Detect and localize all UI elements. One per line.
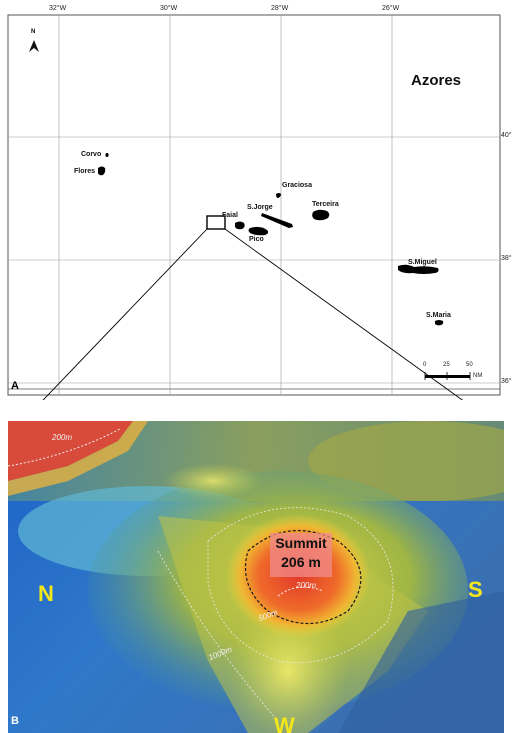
summit-label: Summit <box>275 535 327 551</box>
label-smiguel: S.Miguel <box>408 259 437 266</box>
island-sjorge-shape <box>261 213 293 228</box>
scale-tick-25: 25 <box>443 362 450 368</box>
lon-tick-30w: 30°W <box>160 5 178 12</box>
island-smiguel-shape <box>398 264 439 274</box>
island-flores-shape <box>98 166 106 176</box>
lon-tick-32w: 32°W <box>49 5 67 12</box>
label-corvo: Corvo <box>81 151 102 158</box>
panel-label-a: A <box>11 380 19 392</box>
scale-unit: NM <box>473 373 483 379</box>
compass-north: N <box>38 581 54 606</box>
contour-label-200-summit: 200m <box>296 581 317 590</box>
scale-bar <box>425 375 470 378</box>
island-corvo-shape <box>105 153 109 157</box>
region-title: Azores <box>411 72 462 89</box>
label-terceira: Terceira <box>312 201 339 208</box>
compass-west: W <box>274 713 295 733</box>
label-faial: Faial <box>222 212 238 219</box>
contour-200-summit <box>244 530 362 625</box>
lat-tick-40: 40° <box>501 132 512 139</box>
north-arrow-icon <box>29 40 39 52</box>
panel-label-b: B <box>11 715 19 727</box>
island-graciosa-shape <box>276 193 281 198</box>
map-panel-a: 32°W 30°W 28°W 26°W 40° 38° 36° N Azores… <box>7 5 512 400</box>
contour-1000 <box>157 550 279 722</box>
map-frame <box>7 14 501 400</box>
scale-tick-0: 0 <box>423 362 427 368</box>
lat-tick-38: 38° <box>501 255 512 262</box>
lon-tick-28w: 28°W <box>271 5 289 12</box>
island-pico-shape <box>248 226 269 236</box>
contour-label-200-nw: 200m <box>52 433 73 442</box>
label-sjorge: S.Jorge <box>247 204 273 211</box>
study-area-box <box>206 215 226 230</box>
lat-tick-36: 36° <box>501 378 512 385</box>
contour-200-nw <box>8 428 121 467</box>
zoom-line-right <box>224 228 464 400</box>
label-flores: Flores <box>74 168 96 175</box>
north-label: N <box>31 29 36 35</box>
island-faial-shape <box>235 221 245 230</box>
label-pico: Pico <box>249 236 264 243</box>
bathymetry-rendering <box>8 421 504 733</box>
label-smaria: S.Maria <box>426 312 451 319</box>
island-terceira-shape <box>312 209 330 221</box>
lon-tick-26w: 26°W <box>382 5 400 12</box>
bathymetry-panel-b: Summit 206 m 200m 200m 500m 1000m N S W … <box>8 421 504 733</box>
scale-tick-50: 50 <box>466 362 473 368</box>
island-smaria-shape <box>435 320 444 326</box>
zoom-line-left <box>42 228 208 400</box>
summit-depth: 206 m <box>281 554 321 570</box>
label-graciosa: Graciosa <box>282 182 312 189</box>
summit-callout: Summit 206 m <box>270 533 332 577</box>
compass-south: S <box>468 577 483 602</box>
